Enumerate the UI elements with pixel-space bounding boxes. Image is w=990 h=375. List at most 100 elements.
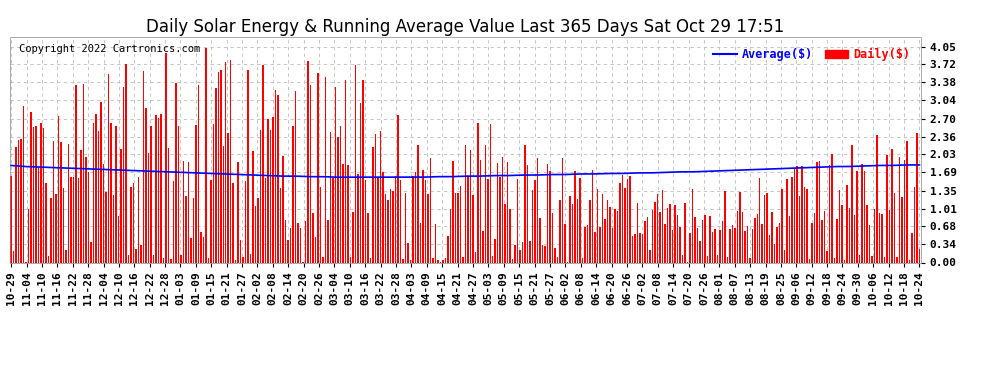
Bar (569, 196, 571, 262)
Bar (704, 215, 706, 262)
Bar (594, 232, 596, 262)
Bar (899, 157, 900, 262)
Bar (400, 180, 401, 262)
Bar (36, 126, 37, 262)
Bar (564, 224, 566, 262)
Bar (666, 208, 668, 262)
Bar (579, 178, 581, 262)
Bar (562, 158, 563, 262)
Bar (559, 200, 561, 262)
Bar (323, 257, 324, 262)
Bar (784, 250, 785, 262)
Bar (871, 256, 873, 262)
Bar (359, 103, 361, 262)
Bar (445, 258, 446, 262)
Bar (280, 188, 281, 262)
Bar (487, 179, 488, 262)
Bar (848, 207, 850, 262)
Bar (727, 258, 728, 262)
Bar (385, 195, 386, 262)
Bar (822, 220, 823, 262)
Bar (162, 258, 164, 262)
Bar (886, 155, 888, 262)
Bar (387, 200, 389, 262)
Bar (861, 164, 863, 262)
Bar (98, 131, 99, 262)
Bar (43, 128, 45, 262)
Bar (65, 250, 66, 262)
Bar (846, 185, 847, 262)
Bar (55, 194, 56, 262)
Bar (814, 213, 816, 262)
Bar (282, 156, 284, 262)
Bar (709, 216, 711, 262)
Bar (779, 223, 780, 262)
Bar (397, 116, 399, 262)
Bar (474, 252, 476, 262)
Bar (599, 227, 601, 262)
Bar (494, 239, 496, 262)
Bar (771, 212, 773, 262)
Bar (697, 228, 698, 262)
Bar (769, 235, 770, 262)
Bar (377, 177, 379, 262)
Bar (554, 248, 555, 262)
Bar (699, 241, 701, 262)
Bar (454, 193, 456, 262)
Bar (609, 207, 611, 262)
Bar (195, 125, 197, 262)
Bar (884, 257, 885, 262)
Bar (661, 190, 663, 262)
Bar (432, 258, 434, 262)
Bar (729, 229, 731, 262)
Bar (345, 80, 346, 262)
Bar (587, 225, 588, 262)
Bar (375, 134, 376, 262)
Bar (824, 211, 826, 262)
Bar (489, 124, 491, 262)
Bar (290, 228, 291, 262)
Bar (185, 196, 186, 262)
Bar (851, 145, 852, 262)
Bar (218, 72, 219, 262)
Bar (574, 171, 576, 262)
Bar (275, 90, 276, 262)
Bar (754, 218, 755, 262)
Bar (909, 260, 910, 262)
Bar (155, 116, 156, 262)
Bar (671, 230, 673, 262)
Bar (235, 260, 237, 262)
Bar (853, 215, 855, 262)
Bar (165, 53, 166, 262)
Bar (255, 206, 256, 262)
Bar (130, 188, 132, 262)
Bar (435, 224, 437, 262)
Bar (707, 256, 708, 262)
Bar (542, 246, 544, 262)
Bar (338, 137, 339, 262)
Bar (427, 194, 429, 262)
Bar (172, 181, 174, 262)
Bar (31, 112, 32, 262)
Bar (876, 135, 878, 262)
Bar (515, 245, 516, 262)
Bar (789, 216, 790, 262)
Bar (238, 162, 239, 262)
Bar (415, 172, 416, 262)
Bar (901, 197, 903, 262)
Bar (549, 171, 550, 262)
Bar (914, 188, 915, 262)
Bar (105, 192, 107, 262)
Bar (557, 257, 558, 262)
Bar (635, 234, 636, 262)
Bar (894, 193, 895, 262)
Bar (684, 203, 686, 262)
Bar (252, 151, 254, 262)
Bar (347, 165, 348, 262)
Bar (612, 228, 613, 262)
Bar (38, 168, 40, 262)
Bar (285, 220, 286, 262)
Bar (430, 158, 431, 262)
Bar (364, 180, 366, 262)
Bar (160, 114, 161, 262)
